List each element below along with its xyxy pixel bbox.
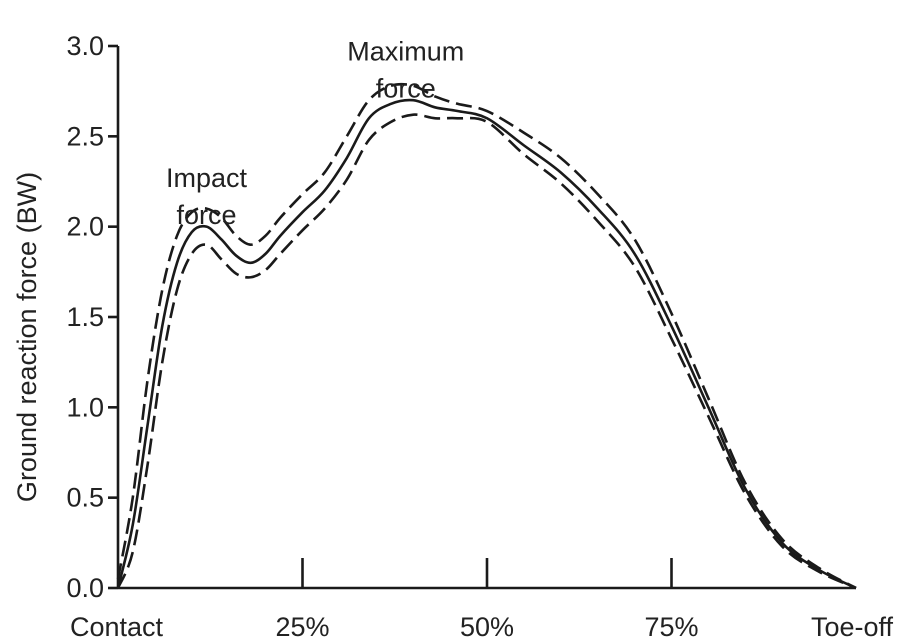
y-tick-label: 1.0: [66, 392, 104, 422]
y-tick-label: 1.5: [66, 302, 104, 332]
x-tick-label: 50%: [460, 612, 514, 642]
y-tick-label: 2.0: [66, 212, 104, 242]
y-ticks: 0.0 0.5 1.0 1.5 2.0 2.5 3.0: [66, 31, 118, 603]
x-tick-label: 25%: [275, 612, 329, 642]
mean-force-line: [116, 98, 857, 590]
x-tick-label: Contact: [70, 612, 164, 642]
annotation-text: Impact: [166, 163, 248, 193]
x-ticks: Contact 25% 50% 75% Toe-off: [70, 558, 893, 642]
x-tick-label: 75%: [644, 612, 698, 642]
series-group: [116, 82, 857, 590]
annotations: Impact force Maximum force: [166, 36, 464, 229]
annotation-text: Maximum: [347, 36, 464, 66]
annotation-text: force: [177, 200, 237, 230]
y-axis-label: Ground reaction force (BW): [12, 172, 42, 502]
annotation-text: force: [376, 73, 436, 103]
lower-bound-dashed-line: [116, 113, 857, 590]
upper-bound-dashed-line: [116, 82, 857, 590]
y-tick-label: 3.0: [66, 31, 104, 61]
y-tick-label: 0.0: [66, 573, 104, 603]
x-tick-label: Toe-off: [811, 612, 894, 642]
y-tick-label: 0.5: [66, 483, 104, 513]
y-tick-label: 2.5: [66, 121, 104, 151]
